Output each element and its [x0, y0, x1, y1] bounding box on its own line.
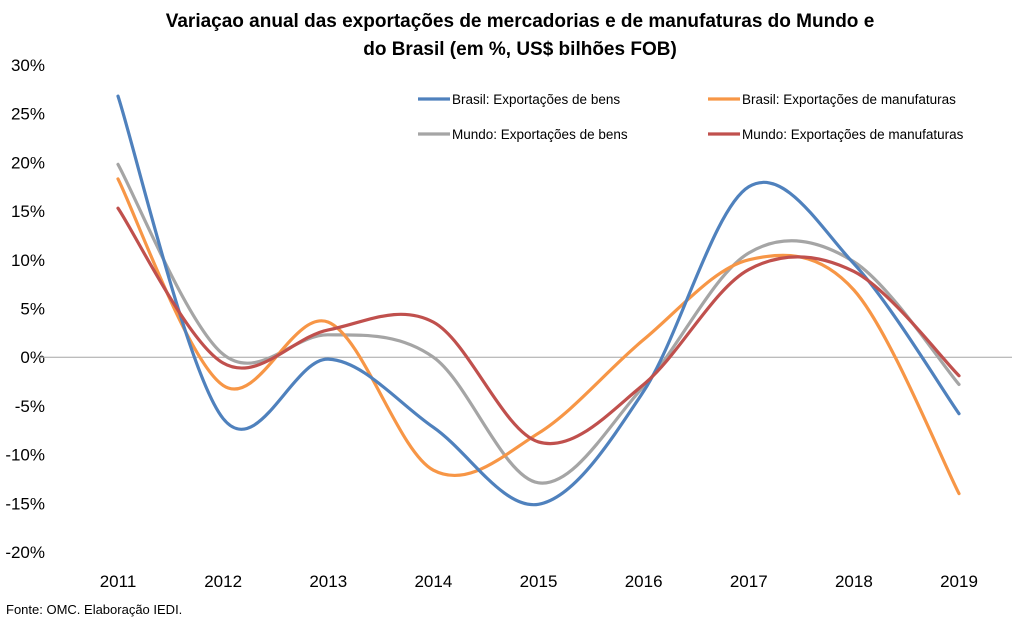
- x-tick-label: 2017: [730, 572, 768, 591]
- y-tick-label: -10%: [5, 446, 45, 465]
- y-tick-label: 15%: [11, 202, 45, 221]
- chart-title: Variaçao anual das exportações de mercad…: [120, 8, 920, 64]
- y-tick-label: 20%: [11, 153, 45, 172]
- x-tick-label: 2016: [625, 572, 663, 591]
- legend-label: Mundo: Exportações de manufaturas: [742, 127, 964, 142]
- y-axis-ticks: 30% 25% 20% 15% 10% 5% 0% -5% -10% -15% -20%: [5, 56, 45, 562]
- series-line-2: [116, 177, 961, 496]
- legend-label: Mundo: Exportações de bens: [452, 127, 628, 142]
- series-line-3: [116, 162, 961, 485]
- x-tick-label: 2015: [520, 572, 558, 591]
- legend-label: Brasil: Exportações de bens: [452, 92, 620, 107]
- x-tick-label: 2018: [835, 572, 873, 591]
- series-line-4: [116, 206, 961, 446]
- x-tick-label: 2019: [940, 572, 978, 591]
- y-tick-label: 5%: [20, 300, 45, 319]
- y-tick-label: -20%: [5, 543, 45, 562]
- x-tick-label: 2011: [100, 572, 137, 591]
- y-tick-label: 0%: [20, 348, 45, 367]
- x-tick-label: 2012: [204, 572, 242, 591]
- x-tick-label: 2013: [309, 572, 347, 591]
- chart-title-line2: do Brasil (em %, US$ bilhões FOB): [363, 39, 677, 60]
- series-lines: [116, 94, 961, 507]
- y-tick-label: -15%: [5, 494, 45, 513]
- source-note: Fonte: OMC. Elaboração IEDI.: [6, 602, 183, 617]
- series-line-1: [116, 94, 961, 507]
- legend-label: Brasil: Exportações de manufaturas: [742, 92, 956, 107]
- y-tick-label: 30%: [11, 56, 45, 75]
- chart-title-line1: Variaçao anual das exportações de mercad…: [165, 11, 875, 32]
- legend: Brasil: Exportações de bens Brasil: Expor…: [418, 92, 964, 142]
- y-tick-label: 25%: [11, 105, 45, 124]
- x-tick-label: 2014: [414, 572, 452, 591]
- y-tick-label: -5%: [15, 397, 45, 416]
- x-axis-ticks: 2011 2012 2013 2014 2015 2016 2017 2018 2019: [100, 572, 978, 591]
- y-tick-label: 10%: [11, 251, 45, 270]
